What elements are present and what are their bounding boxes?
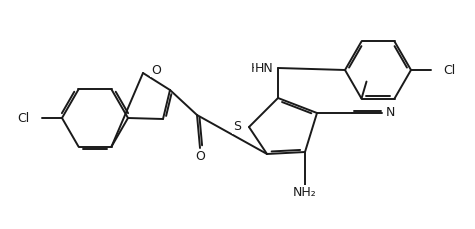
Text: HN: HN xyxy=(254,62,273,74)
Text: Cl: Cl xyxy=(443,63,455,76)
Text: NH₂: NH₂ xyxy=(293,185,317,199)
Text: O: O xyxy=(151,63,161,76)
Text: N: N xyxy=(385,106,395,120)
Text: O: O xyxy=(195,150,205,163)
Text: S: S xyxy=(233,120,241,134)
Text: HN: HN xyxy=(251,62,270,74)
Text: Cl: Cl xyxy=(18,112,30,125)
